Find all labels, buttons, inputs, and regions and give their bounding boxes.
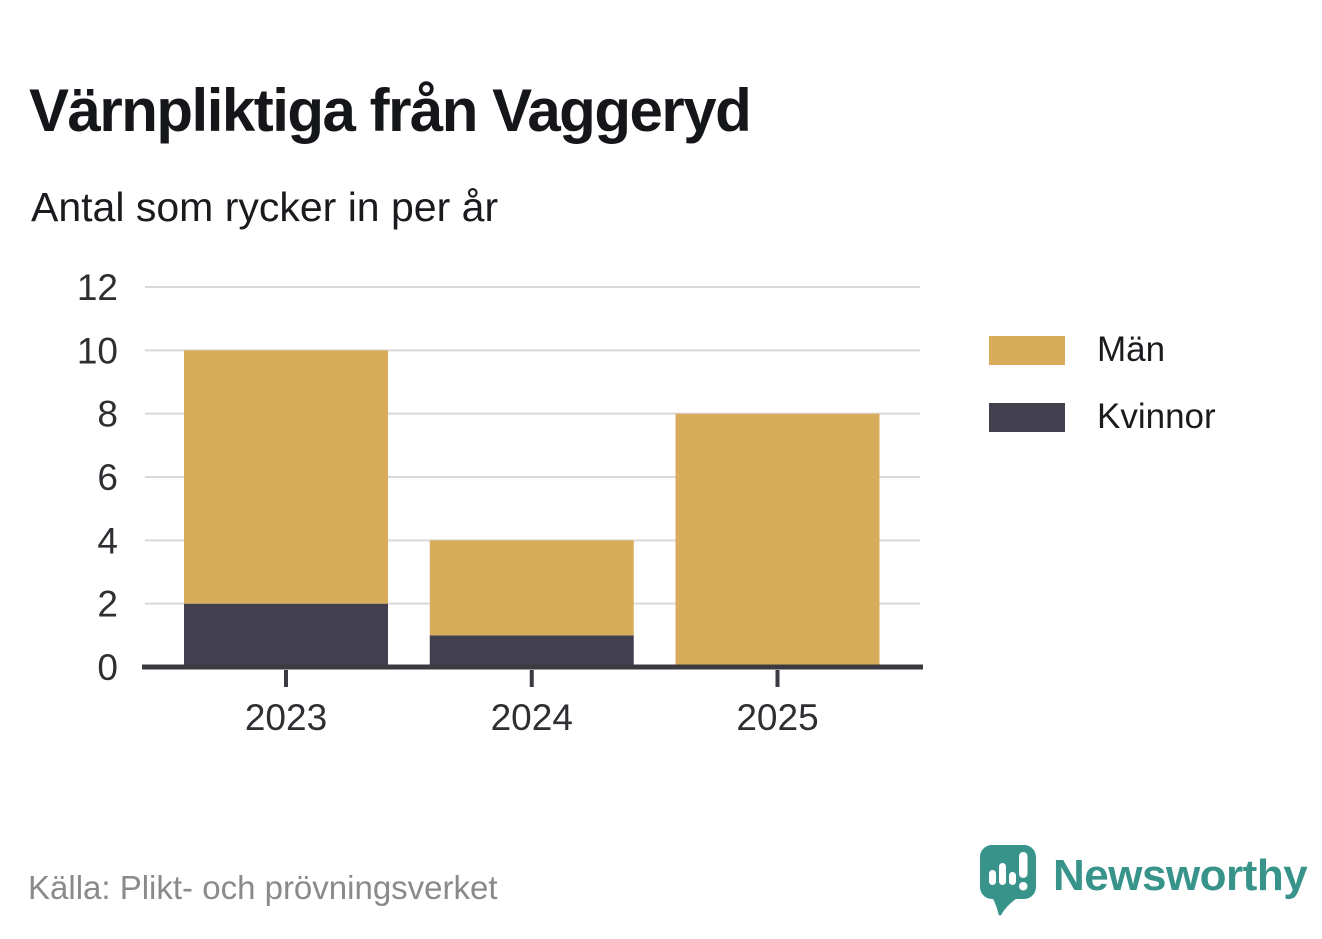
legend-item-men: Män [989, 330, 1216, 370]
plot-area: 0 2 4 6 8 10 12 2023 2024 2025 [77, 267, 923, 738]
logo-bar-3 [1009, 872, 1016, 885]
newsworthy-logo: Newsworthy [980, 845, 1308, 916]
bar-segment-kvinnor-2023 [184, 603, 388, 667]
x-tick-label-2023: 2023 [245, 697, 327, 738]
legend-label-women: Kvinnor [1097, 397, 1216, 436]
legend-item-women: Kvinnor [989, 397, 1216, 437]
chart-subtitle: Antal som rycker in per år [31, 184, 499, 230]
bar-segment-män-2024 [429, 540, 634, 636]
legend: Män Kvinnor [989, 330, 1216, 464]
bar-segment-män-2023 [184, 350, 388, 604]
y-tick-label-2: 2 [97, 584, 118, 625]
y-tick-label-6: 6 [97, 457, 118, 498]
y-tick-label-12: 12 [77, 267, 118, 308]
y-tick-label-8: 8 [97, 394, 118, 435]
newsworthy-wordmark: Newsworthy [1053, 850, 1308, 900]
y-tick-label-4: 4 [97, 520, 118, 561]
chart-title: Värnpliktiga från Vaggeryd [29, 77, 752, 145]
x-tick-label-2024: 2024 [491, 697, 573, 738]
logo-bar-1 [989, 870, 996, 885]
y-tick-label-10: 10 [77, 330, 118, 371]
logo-exclamation-stem [1019, 852, 1028, 878]
y-tick-label-0: 0 [97, 647, 118, 688]
bar-segment-kvinnor-2024 [429, 635, 634, 667]
logo-exclamation-dot [1019, 882, 1028, 891]
legend-swatch-women [989, 402, 1065, 432]
legend-label-men: Män [1097, 330, 1166, 369]
legend-swatch-men [989, 335, 1065, 365]
source-note: Källa: Plikt- och prövningsverket [28, 869, 498, 906]
x-tick-label-2025: 2025 [736, 697, 818, 738]
bar-segment-män-2025 [675, 413, 880, 667]
newsworthy-speech-bubble-bar-chart-icon [980, 845, 1036, 916]
logo-bar-2 [999, 863, 1006, 885]
